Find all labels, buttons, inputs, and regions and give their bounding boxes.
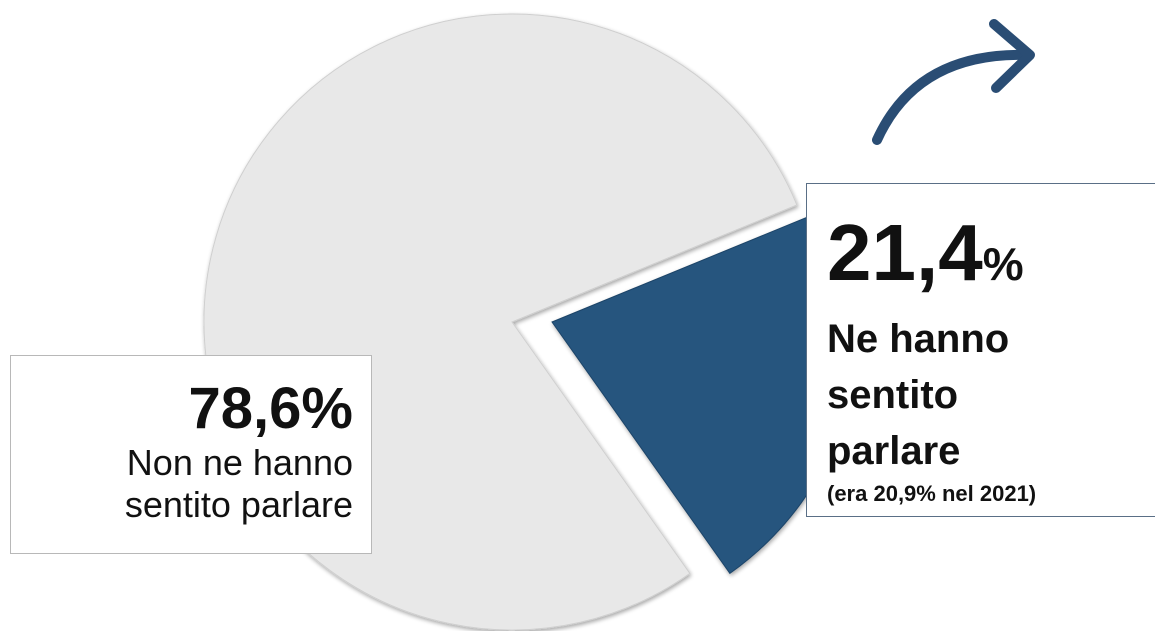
large-slice-percentage: 78,6% xyxy=(188,376,353,441)
curved-arrow-right-icon xyxy=(872,19,1035,145)
small-slice-description: Ne hanno sentito parlare xyxy=(827,317,1010,473)
small-slice-percentage-number: 21,4 xyxy=(827,208,983,297)
label-box-large-slice: 78,6% Non ne hanno sentito parlare xyxy=(10,355,372,554)
large-slice-description: Non ne hanno sentito parlare xyxy=(124,442,353,525)
small-slice-comparison-note: (era 20,9% nel 2021) xyxy=(827,481,1037,506)
label-box-small-slice: 21,4% Ne hanno sentito parlare (era 20,9… xyxy=(806,183,1155,517)
small-slice-percentage: 21,4% xyxy=(827,210,1155,307)
small-slice-percentage-sign: % xyxy=(982,238,1024,290)
